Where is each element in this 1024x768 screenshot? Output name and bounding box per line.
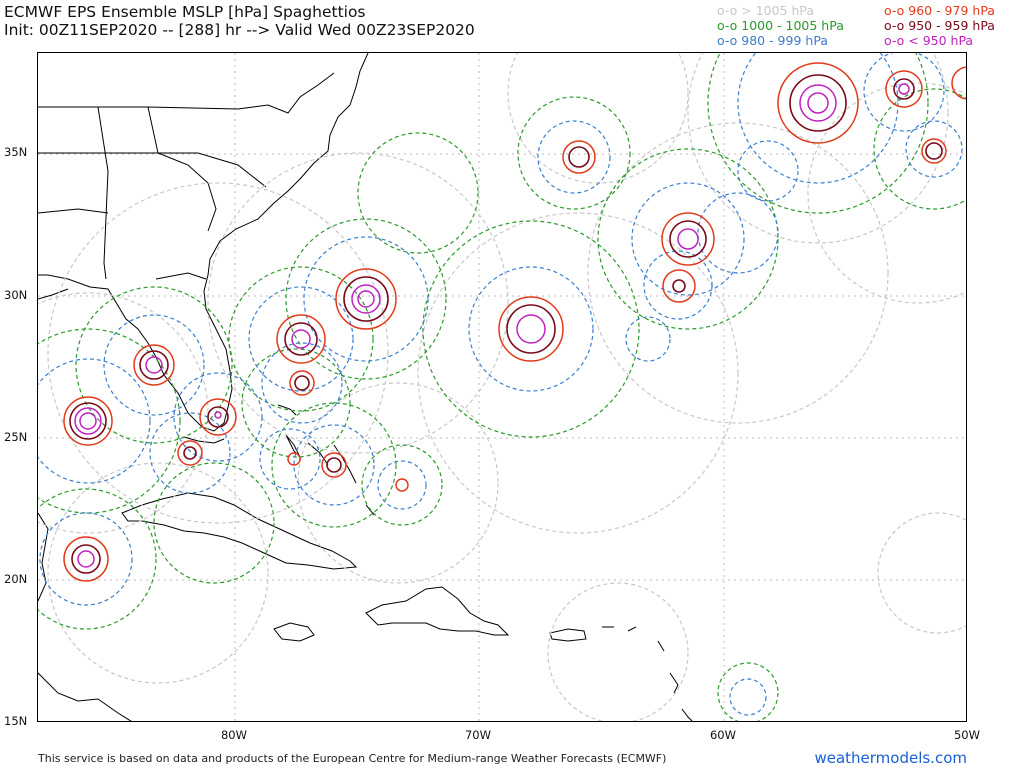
state-border-5 xyxy=(155,272,207,280)
bahamas-5 xyxy=(365,504,375,516)
map-subtitle: Init: 00Z11SEP2020 -- [288] hr --> Valid… xyxy=(4,21,475,39)
legend-left: o-o > 1005 hPa o-o 1000 - 1005 hPa o-o 9… xyxy=(717,3,844,48)
lat-label-20n: 20N xyxy=(4,572,28,586)
lon-label-80w: 80W xyxy=(220,728,248,742)
lon-label-70w: 70W xyxy=(464,728,492,742)
legend-item-960-979: o-o 960 - 979 hPa xyxy=(884,3,995,18)
lesser-antilles-3 xyxy=(681,708,693,721)
great-lakes-border xyxy=(38,72,335,114)
cuba xyxy=(121,492,358,570)
legend-item-gt1005: o-o > 1005 hPa xyxy=(717,3,815,18)
lat-label-30n: 30N xyxy=(4,288,28,302)
legend-right: o-o 960 - 979 hPa o-o 950 - 959 hPa o-o … xyxy=(884,3,995,48)
ensemble-rings-blue xyxy=(38,53,963,716)
hispaniola xyxy=(365,586,510,636)
ensemble-rings-magenta xyxy=(74,83,910,568)
lon-label-50w: 50W xyxy=(953,728,981,742)
graticule xyxy=(38,53,966,721)
ensemble-rings-green xyxy=(38,53,966,721)
map-panel xyxy=(37,52,967,722)
lon-label-60w: 60W xyxy=(709,728,737,742)
lat-label-15n: 15N xyxy=(4,714,28,728)
ensemble-rings-red xyxy=(63,62,966,582)
lesser-antilles-2 xyxy=(669,672,679,694)
puerto-rico xyxy=(549,628,587,642)
florida-keys xyxy=(183,436,225,444)
state-border-1 xyxy=(97,106,109,280)
state-border-4 xyxy=(38,208,109,214)
legend-item-1000-1005: o-o 1000 - 1005 hPa xyxy=(717,18,844,33)
map-svg xyxy=(38,53,966,721)
us-east-coast xyxy=(38,53,369,432)
central-america xyxy=(38,672,132,721)
legend-item-950-959: o-o 950 - 959 hPa xyxy=(884,18,995,33)
lat-label-35n: 35N xyxy=(4,145,28,159)
legend-item-980-999: o-o 980 - 999 hPa xyxy=(717,33,828,48)
map-title: ECMWF EPS Ensemble MSLP [hPa] Spaghettio… xyxy=(4,3,366,21)
jamaica xyxy=(273,622,315,642)
legend-item-lt950: o-o < 950 hPa xyxy=(884,33,974,48)
lesser-antilles-1 xyxy=(657,640,665,652)
bahamas-2 xyxy=(277,404,297,416)
bahamas-3 xyxy=(307,442,329,466)
ensemble-rings-darkred xyxy=(69,74,943,574)
lat-label-25n: 25N xyxy=(4,430,28,444)
brand-link[interactable]: weathermodels.com xyxy=(814,749,967,767)
state-border-3 xyxy=(38,152,267,188)
gulf-coast xyxy=(38,288,69,300)
attribution-text: This service is based on data and produc… xyxy=(38,752,667,765)
lesser-antilles-5 xyxy=(627,626,637,632)
yucatan xyxy=(38,512,49,602)
state-border-2 xyxy=(147,106,217,232)
